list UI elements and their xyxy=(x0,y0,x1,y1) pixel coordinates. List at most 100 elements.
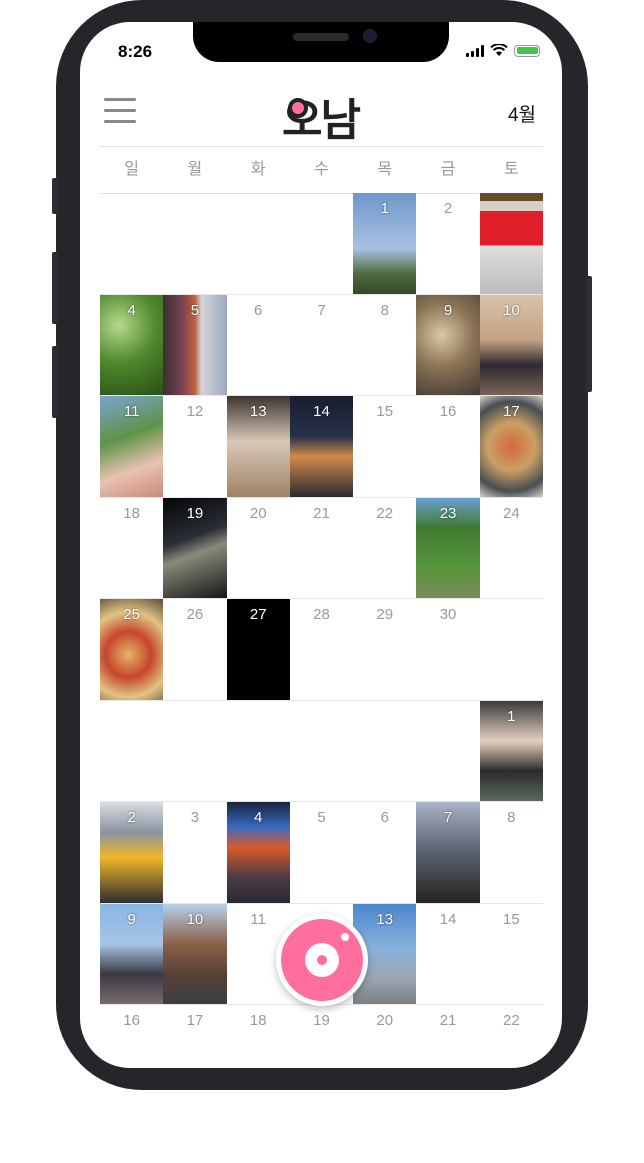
day-number: 21 xyxy=(439,1012,457,1029)
day-number: 8 xyxy=(507,809,516,826)
calendar-day-dumbo-bridge-photo[interactable]: 10 xyxy=(163,903,227,1004)
calendar-day-cell xyxy=(290,701,353,802)
calendar-day-cell[interactable]: 26 xyxy=(163,599,226,700)
weekday-label: 금 xyxy=(440,161,456,178)
hamburger-menu-icon[interactable] xyxy=(104,98,136,124)
calendar-week-row: 25 26 27 28 29 30 xyxy=(100,599,543,701)
calendar-day-cell[interactable]: 8 xyxy=(353,295,416,396)
logo-dot-icon xyxy=(288,98,308,118)
calendar-day-cell[interactable]: 20 xyxy=(353,1005,416,1068)
day-number: 21 xyxy=(313,504,330,522)
calendar-day-cell[interactable]: 19 xyxy=(290,1005,353,1068)
day-number: 26 xyxy=(186,606,204,623)
calendar-day-cell[interactable]: 18 xyxy=(100,498,163,599)
day-number: 18 xyxy=(123,504,140,522)
calendar-day-cell[interactable]: 22 xyxy=(480,1005,543,1068)
day-number: 11 xyxy=(250,910,266,928)
calendar-day-cell[interactable]: 7 xyxy=(290,295,353,396)
calendar-day-night-street-photo[interactable]: 14 xyxy=(289,396,354,497)
calendar-day-pizza-spread-photo[interactable]: 17 xyxy=(479,396,543,497)
power-button xyxy=(586,276,592,392)
day-number: 10 xyxy=(502,301,520,319)
calendar-day-bus-interior-photo[interactable]: 5 xyxy=(163,294,227,395)
day-number xyxy=(227,193,290,200)
calendar-day-selfie-masks-photo[interactable]: 13 xyxy=(226,396,290,497)
month-label[interactable]: 4월 xyxy=(507,105,536,126)
calendar-day-cell[interactable]: 17 xyxy=(163,1005,226,1068)
calendar-day-teddy-bear-car-photo[interactable]: 2 xyxy=(100,802,164,903)
calendar-day-person-arms-up-photo[interactable]: 9 xyxy=(100,903,164,1004)
day-number: 11 xyxy=(123,403,140,420)
calendar-day-night-highway-photo[interactable]: 19 xyxy=(163,497,227,598)
calendar-day-cell[interactable]: 6 xyxy=(227,295,290,396)
day-number: 2 xyxy=(443,200,453,217)
calendar-day-cell[interactable]: 21 xyxy=(416,1005,479,1068)
day-number xyxy=(290,904,353,911)
calendar-day-cell[interactable]: 20 xyxy=(227,498,290,599)
calendar-day-cell[interactable]: 15 xyxy=(353,396,416,497)
calendar-day-cell[interactable]: 18 xyxy=(227,1005,290,1068)
notch xyxy=(193,22,449,62)
day-number xyxy=(100,701,163,708)
calendar-day-cell[interactable]: 24 xyxy=(480,498,543,599)
day-number: 5 xyxy=(190,301,200,319)
camera-button[interactable] xyxy=(276,914,368,1006)
day-number: 12 xyxy=(186,403,204,420)
calendar-day-cell xyxy=(227,193,290,294)
weekday-label: 수 xyxy=(314,161,329,178)
calendar-day-cell[interactable]: 8 xyxy=(480,802,543,903)
calendar-day-sky-tree-photo[interactable]: 1 xyxy=(353,193,417,294)
day-number: 17 xyxy=(186,1012,204,1029)
calendar-day-cell[interactable]: 14 xyxy=(416,904,479,1005)
volume-up-button xyxy=(52,252,58,324)
day-number: 8 xyxy=(380,301,389,319)
calendar-day-cell[interactable]: 12 xyxy=(163,396,226,497)
calendar-day-peace-sign-trees-photo[interactable]: 11 xyxy=(100,396,164,497)
calendar-day-cell[interactable]: 22 xyxy=(353,498,416,599)
calendar-day-cell[interactable]: 6 xyxy=(353,802,416,903)
calendar-day-cell[interactable]: 29 xyxy=(353,599,416,700)
calendar-week-row: 11 12 13 14 15 16 17 xyxy=(100,396,543,498)
calendar-day-cell[interactable]: 16 xyxy=(416,396,479,497)
calendar-week-row: 4 5 6 7 8 9 10 xyxy=(100,294,543,396)
calendar-day-times-square-photo[interactable]: 4 xyxy=(226,802,290,903)
calendar-day-cell[interactable]: 11 xyxy=(227,904,290,1005)
calendar-day-group-friends-photo[interactable]: 10 xyxy=(479,294,543,395)
calendar-week-row: 2 3 4 5 6 7 8 xyxy=(100,802,543,904)
day-number: 6 xyxy=(254,301,263,319)
calendar-day-cell[interactable]: 21 xyxy=(290,498,353,599)
calendar-day-cell[interactable]: 15 xyxy=(480,904,543,1005)
calendar-day-cell[interactable]: 5 xyxy=(290,802,353,903)
calendar-day-forest-path-photo[interactable]: 23 xyxy=(416,497,480,598)
calendar-day-cafe-selfie-photo[interactable]: 1 xyxy=(479,700,543,801)
calendar-day-black-photo[interactable]: 27 xyxy=(226,599,290,700)
weekday-label: 월 xyxy=(187,161,203,178)
calendar-day-cell[interactable]: 30 xyxy=(416,599,479,700)
status-time: 8:26 xyxy=(118,42,153,61)
calendar-day-cell[interactable]: 3 xyxy=(163,802,226,903)
calendar-day-cell xyxy=(290,193,353,294)
day-number xyxy=(227,701,290,708)
day-number xyxy=(290,193,353,200)
calendar-day-food-table-photo[interactable]: 9 xyxy=(416,294,480,395)
day-number: 18 xyxy=(249,1012,267,1029)
calendar-week-row: 1 xyxy=(100,700,543,802)
calendar-day-cell xyxy=(353,701,416,802)
mute-switch xyxy=(52,178,58,214)
calendar-day-city-night-person-photo[interactable]: 7 xyxy=(416,802,480,903)
day-number: 15 xyxy=(502,910,520,928)
day-number xyxy=(290,701,353,708)
calendar-day-cell[interactable]: 28 xyxy=(290,599,353,700)
day-number xyxy=(353,701,416,708)
day-number: 19 xyxy=(313,1012,330,1029)
day-number: 14 xyxy=(439,910,457,928)
calendar-day-green-trees-photo[interactable]: 4 xyxy=(100,294,164,395)
calendar-day-cell[interactable]: 2 xyxy=(416,193,479,294)
day-number: 9 xyxy=(127,910,136,928)
calendar-day-pizza-photo[interactable]: 25 xyxy=(100,599,164,700)
day-number: 25 xyxy=(123,606,140,623)
camera-flash-dot xyxy=(341,933,349,941)
calendar-day-cell[interactable]: 16 xyxy=(100,1005,163,1068)
day-number: 20 xyxy=(376,1012,394,1029)
